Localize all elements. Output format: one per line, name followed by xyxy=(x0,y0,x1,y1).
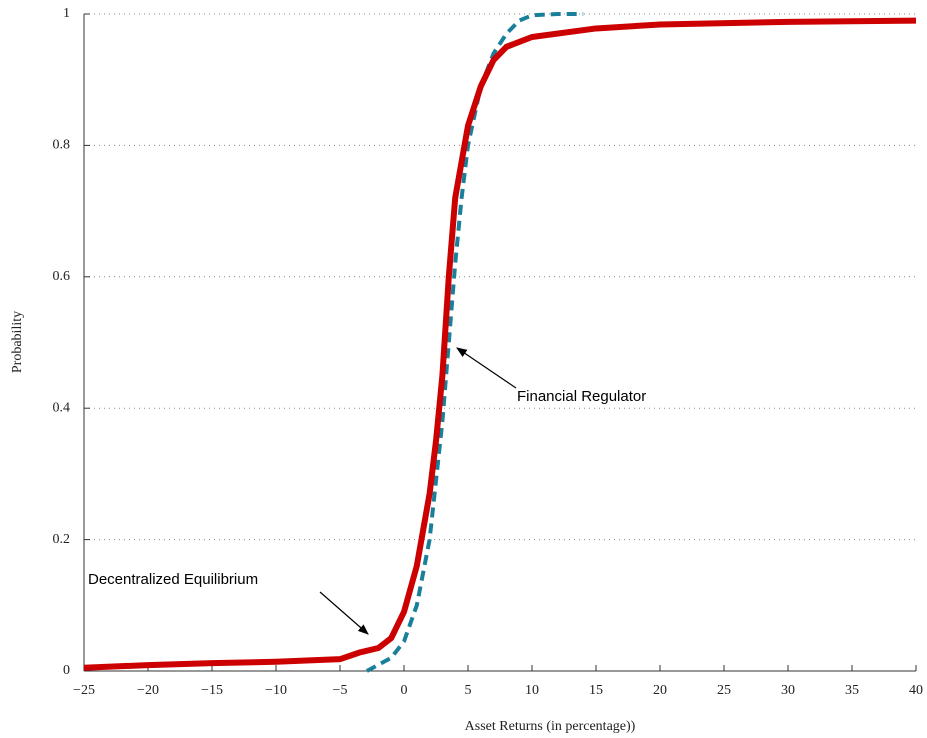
x-tick-label: 30 xyxy=(781,683,795,698)
x-tick-label: 5 xyxy=(465,683,472,698)
y-axis-label: Probability xyxy=(10,311,25,373)
x-tick-label: −15 xyxy=(201,683,223,698)
x-tick-label: −20 xyxy=(137,683,159,698)
series-line xyxy=(83,17,917,671)
annotation: Financial Regulator xyxy=(517,388,646,405)
x-tick-label: 0 xyxy=(401,683,408,698)
x-tick-label: −5 xyxy=(333,683,348,698)
x-tick-label: −10 xyxy=(265,683,287,698)
x-tick-label: 40 xyxy=(909,683,923,698)
series-line xyxy=(365,12,584,673)
x-tick-label: 25 xyxy=(717,683,731,698)
y-tick-label: 0.4 xyxy=(53,400,71,415)
annotation-arrow xyxy=(319,591,369,635)
x-tick-label: 15 xyxy=(589,683,603,698)
annotation-arrow xyxy=(456,347,517,389)
y-tick-label: 0 xyxy=(63,663,70,678)
x-tick-label: 10 xyxy=(525,683,539,698)
x-tick-label: 20 xyxy=(653,683,667,698)
x-tick-label: 35 xyxy=(845,683,859,698)
y-tick-label: 1 xyxy=(63,6,70,21)
annotation: Decentralized Equilibrium xyxy=(88,571,258,588)
y-tick-label: 0.2 xyxy=(53,532,71,547)
x-tick-label: −25 xyxy=(73,683,95,698)
x-axis-label: Asset Returns (in percentage)) xyxy=(465,719,636,734)
y-tick-label: 0.8 xyxy=(53,138,71,153)
y-tick-label: 0.6 xyxy=(53,269,71,284)
